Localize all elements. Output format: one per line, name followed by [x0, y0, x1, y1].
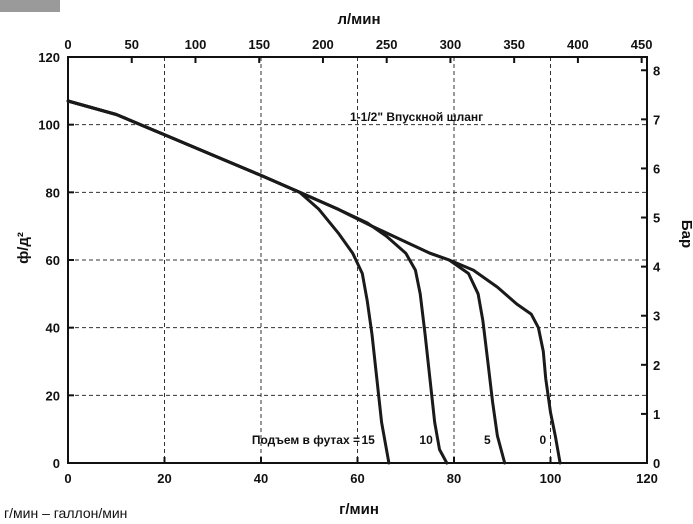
y2-axis-title: Бар	[678, 220, 693, 248]
x2-tick-label-50: 50	[125, 37, 139, 52]
y-tick-label-80: 80	[46, 185, 60, 200]
series-label-lift-15: 15	[362, 433, 376, 447]
x-tick-label-100: 100	[540, 471, 562, 486]
x2-tick-label-400: 400	[567, 37, 589, 52]
x-tick-label-0: 0	[64, 471, 71, 486]
y-tick-label-120: 120	[38, 50, 60, 65]
x-tick-label-40: 40	[254, 471, 268, 486]
x-tick-label-120: 120	[636, 471, 658, 486]
hose-annotation: 1-1/2" Впускной шланг	[350, 110, 483, 124]
series-line-lift-0	[66, 99, 562, 465]
series-line-lift-15	[66, 99, 391, 465]
x-axis-title: г/мин	[339, 501, 379, 518]
x2-tick-label-0: 0	[64, 37, 71, 52]
x2-tick-label-300: 300	[440, 37, 462, 52]
x2-tick-label-250: 250	[376, 37, 398, 52]
y2-tick-label-5: 5	[653, 211, 660, 226]
x2-tick-label-150: 150	[248, 37, 270, 52]
x2-tick-label-450: 450	[631, 37, 653, 52]
y2-tick-label-1: 1	[653, 407, 660, 422]
axis-ticks	[67, 56, 648, 464]
x-tick-label-60: 60	[350, 471, 364, 486]
y-tick-label-20: 20	[46, 388, 60, 403]
y-tick-label-0: 0	[53, 456, 60, 471]
y2-tick-label-0: 0	[653, 456, 660, 471]
x-tick-label-80: 80	[447, 471, 461, 486]
y2-tick-label-8: 8	[653, 63, 660, 78]
x2-tick-label-200: 200	[312, 37, 334, 52]
y-axis-title: ф/д²	[15, 232, 32, 264]
x2-axis-title: л/мин	[337, 11, 380, 28]
series-lines	[66, 99, 562, 465]
series-label-lift-5: 5	[484, 433, 491, 447]
series-label-lift-0: 0	[539, 433, 546, 447]
y-tick-label-60: 60	[46, 253, 60, 268]
series-line-lift-5	[66, 99, 507, 465]
x2-tick-label-100: 100	[185, 37, 207, 52]
y-tick-label-100: 100	[38, 118, 60, 133]
series-line-lift-10	[66, 99, 449, 465]
y2-tick-label-3: 3	[653, 309, 660, 324]
y2-tick-label-2: 2	[653, 358, 660, 373]
y2-tick-label-6: 6	[653, 161, 660, 176]
y-tick-label-40: 40	[46, 321, 60, 336]
x-tick-label-20: 20	[157, 471, 171, 486]
y2-tick-label-4: 4	[653, 260, 661, 275]
series-label-lift-10: 10	[419, 433, 433, 447]
footnote: г/мин – галлон/мин	[4, 505, 127, 521]
lift-annotation-prefix: Подъем в футах =	[252, 433, 360, 447]
y2-tick-label-7: 7	[653, 112, 660, 127]
x2-tick-label-350: 350	[503, 37, 525, 52]
corner-tab	[0, 0, 60, 12]
